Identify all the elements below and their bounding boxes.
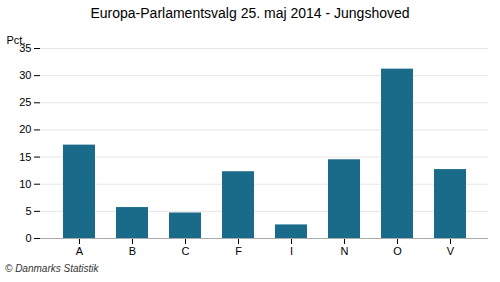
svg-text:30: 30 bbox=[19, 69, 31, 81]
svg-text:O: O bbox=[393, 245, 402, 257]
svg-text:0: 0 bbox=[25, 232, 31, 244]
svg-text:35: 35 bbox=[19, 42, 32, 54]
svg-text:N: N bbox=[341, 245, 349, 257]
svg-text:I: I bbox=[290, 245, 293, 257]
svg-text:15: 15 bbox=[19, 151, 31, 163]
svg-text:C: C bbox=[182, 245, 190, 257]
svg-text:B: B bbox=[129, 245, 136, 257]
svg-text:10: 10 bbox=[19, 178, 31, 190]
html-text:Europa-Parlamentsvalg 25. maj: Europa-Parlamentsvalg 25. maj 2014 - Jun… bbox=[90, 5, 410, 21]
svg-text:A: A bbox=[76, 245, 84, 257]
svg-text:25: 25 bbox=[19, 96, 31, 108]
svg-text:Pct.: Pct. bbox=[7, 34, 26, 46]
svg-text:F: F bbox=[235, 245, 242, 257]
svg-text:20: 20 bbox=[19, 123, 31, 135]
svg-text:5: 5 bbox=[25, 205, 31, 217]
html-text:© Danmarks Statistik: © Danmarks Statistik bbox=[5, 263, 99, 274]
svg-text:V: V bbox=[447, 245, 455, 257]
